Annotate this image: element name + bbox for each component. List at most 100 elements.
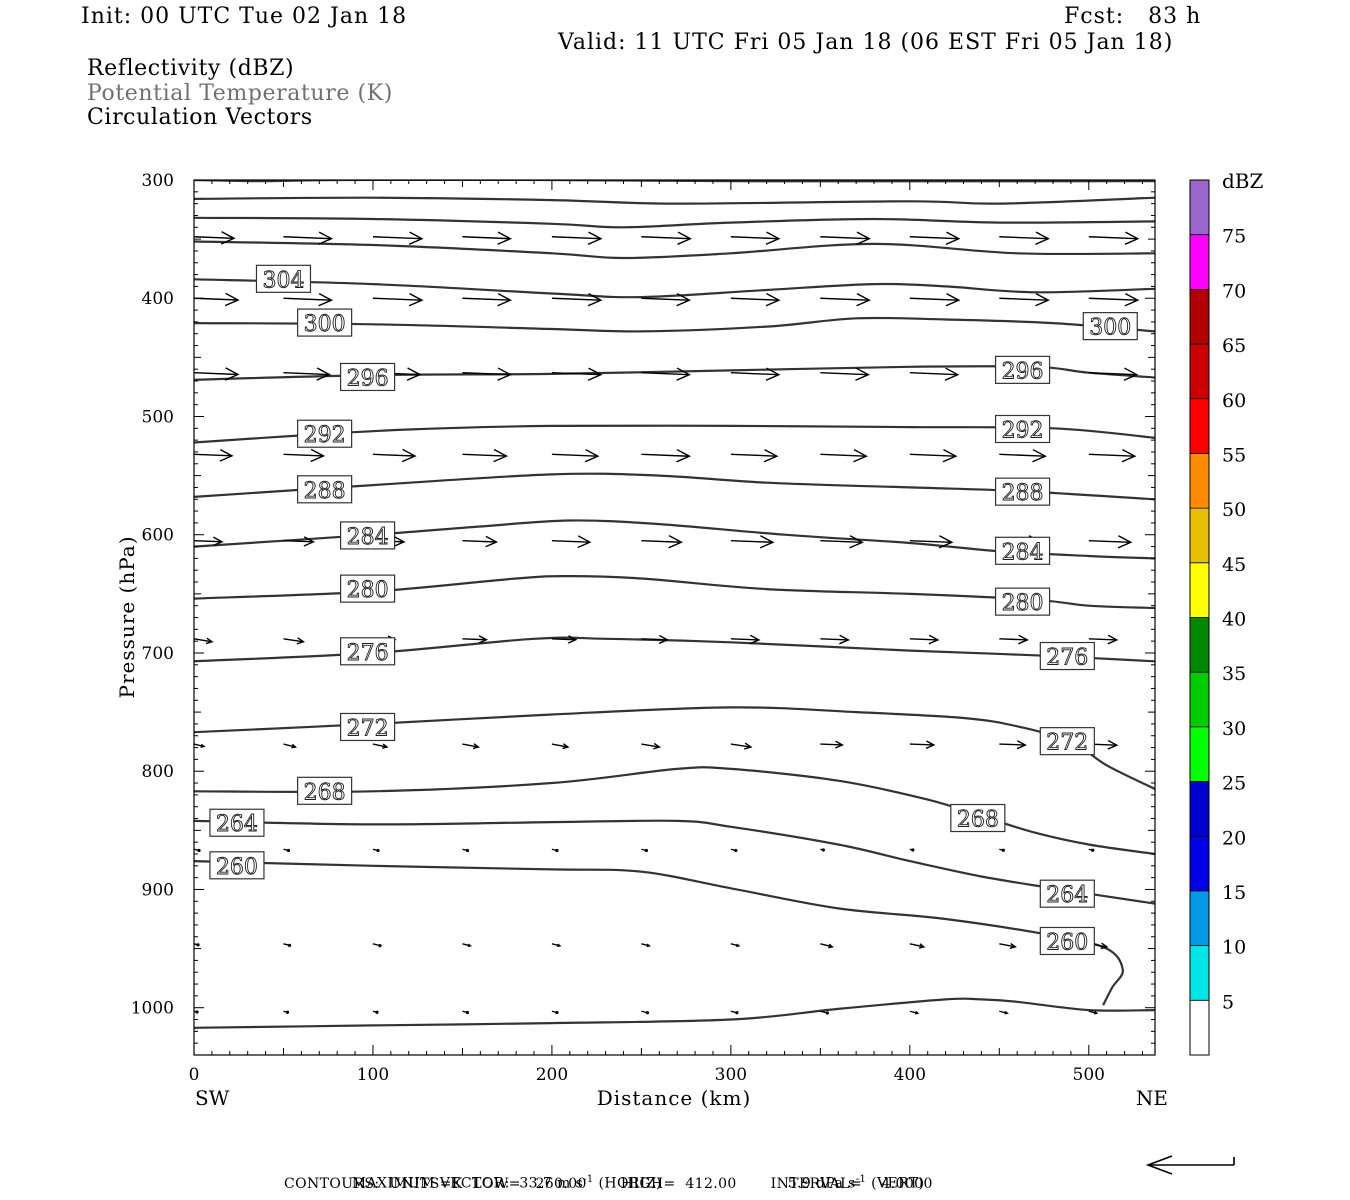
colorbar-segment [1190, 180, 1209, 235]
contour-label: 280 [994, 587, 1051, 617]
colorbar-segment [1190, 562, 1209, 618]
y-tick-label: 800 [142, 762, 174, 782]
circulation-vector [820, 1010, 829, 1015]
circulation-vector [999, 740, 1027, 750]
y-tick-label: 1000 [131, 999, 174, 1019]
circulation-vector [999, 1010, 1009, 1015]
circulation-vector [551, 231, 603, 245]
contour-label-text: 292 [304, 423, 346, 448]
colorbar-tick-label: 75 [1222, 226, 1246, 248]
circulation-vector [462, 635, 489, 644]
circulation-vector [1088, 231, 1140, 245]
circulation-vector [194, 943, 200, 947]
contour-label-text: 276 [1046, 646, 1088, 671]
colorbar-tick-label: 55 [1222, 444, 1246, 466]
contour-info: CONTOURS: UNITS=K LOW= 260.00 HIGH= 412.… [284, 1176, 933, 1192]
circulation-vector [372, 448, 417, 463]
x-left-end-label: SW [195, 1086, 230, 1110]
circulation-vector [372, 848, 380, 853]
colorbar-segment [1190, 726, 1209, 782]
colorbar-segment [1190, 344, 1209, 399]
theta-contour-unlabeled-3 [194, 240, 1155, 260]
circulation-vector [820, 848, 825, 852]
circulation-vector [283, 1010, 290, 1014]
theta-contour-260 [194, 860, 1124, 1006]
circulation-vector [462, 1010, 470, 1015]
circulation-vector [820, 740, 844, 749]
circulation-vector [1088, 634, 1119, 645]
contour-label-text: 260 [1046, 930, 1088, 955]
field-title-reflectivity: Reflectivity (dBZ) [87, 56, 295, 81]
x-tick-label: 500 [1073, 1065, 1105, 1085]
circulation-vector [551, 367, 603, 381]
circulation-vector [283, 536, 316, 547]
circulation-vector [999, 292, 1050, 307]
contour-label: 296 [994, 355, 1051, 385]
circulation-vector [730, 1010, 739, 1015]
circulation-vector [551, 848, 559, 853]
contour-label-text: 284 [347, 525, 389, 550]
contour-label: 304 [255, 264, 312, 294]
circulation-vector [372, 943, 382, 948]
axis-ticks [193, 179, 1155, 1056]
circulation-vector [641, 848, 648, 853]
x-tick-label: 100 [357, 1065, 389, 1085]
contour-label: 268 [950, 803, 1006, 833]
colorbar-segment [1190, 890, 1209, 946]
circulation-vector [641, 367, 692, 381]
contour-label-text: 296 [1002, 359, 1044, 384]
circulation-vector [283, 448, 326, 463]
y-axis-title: Pressure (hPa) [115, 536, 139, 699]
circulation-vector [999, 848, 1005, 852]
circulation-vector [551, 1010, 559, 1015]
circulation-vector [551, 943, 562, 948]
circulation-vector [462, 448, 509, 463]
contour-label: 272 [1039, 727, 1095, 756]
circulation-vector [909, 448, 958, 463]
circulation-vector [999, 634, 1029, 645]
colorbar-tick-label: 35 [1222, 663, 1246, 685]
circulation-vector [730, 231, 781, 245]
colorbar-segment [1190, 234, 1209, 290]
circulation-vector [194, 536, 224, 547]
circulation-vector [730, 634, 761, 645]
circulation-vector [283, 848, 291, 853]
contour-label-text: 304 [262, 268, 304, 293]
max-vector-vert-info: 5.9 dPa s-1 (VERT) [778, 1158, 924, 1192]
circulation-vector [283, 943, 292, 947]
max-vector-horiz-label: (HORIZ) [593, 1175, 662, 1192]
circulation-vector [194, 743, 206, 748]
colorbar-tick-label: 65 [1222, 335, 1246, 357]
field-title-circulation-vectors: Circulation Vectors [87, 105, 313, 130]
circulation-vector [372, 292, 424, 307]
contour-label: 292 [297, 419, 353, 449]
contour-label-text: 280 [347, 578, 389, 603]
y-tick-label: 600 [142, 526, 174, 546]
colorbar-segment [1190, 945, 1209, 1001]
circulation-vector [1088, 367, 1139, 381]
circulation-vector [194, 292, 240, 307]
x-tick-label: 200 [536, 1065, 568, 1085]
circulation-vector [1088, 448, 1137, 463]
colorbar-tick-label: 70 [1222, 280, 1246, 302]
valid-time: Valid: 11 UTC Fri 05 Jan 18 (06 EST Fri … [558, 30, 1174, 55]
circulation-vector [551, 535, 592, 549]
max-vector-vert: 5.9 dPa s [787, 1175, 856, 1192]
max-vector-horiz-exp: -1 [583, 1174, 594, 1185]
circulation-vector [909, 231, 961, 245]
circulation-vector [372, 231, 424, 245]
circulation-vector [462, 231, 513, 245]
theta-contour-264 [194, 819, 1155, 905]
contour-label: 284 [339, 521, 396, 550]
circulation-vector [820, 943, 834, 949]
contour-label-text: 296 [347, 366, 389, 391]
contour-label: 280 [339, 574, 396, 604]
contour-label: 264 [1039, 879, 1095, 909]
reference-vector-icon [1145, 1155, 1235, 1175]
circulation-vector [909, 367, 960, 381]
x-tick-label: 300 [715, 1065, 747, 1085]
circulation-vector [283, 637, 306, 645]
contour-label-text: 272 [347, 716, 389, 741]
y-tick-label: 900 [142, 880, 174, 900]
